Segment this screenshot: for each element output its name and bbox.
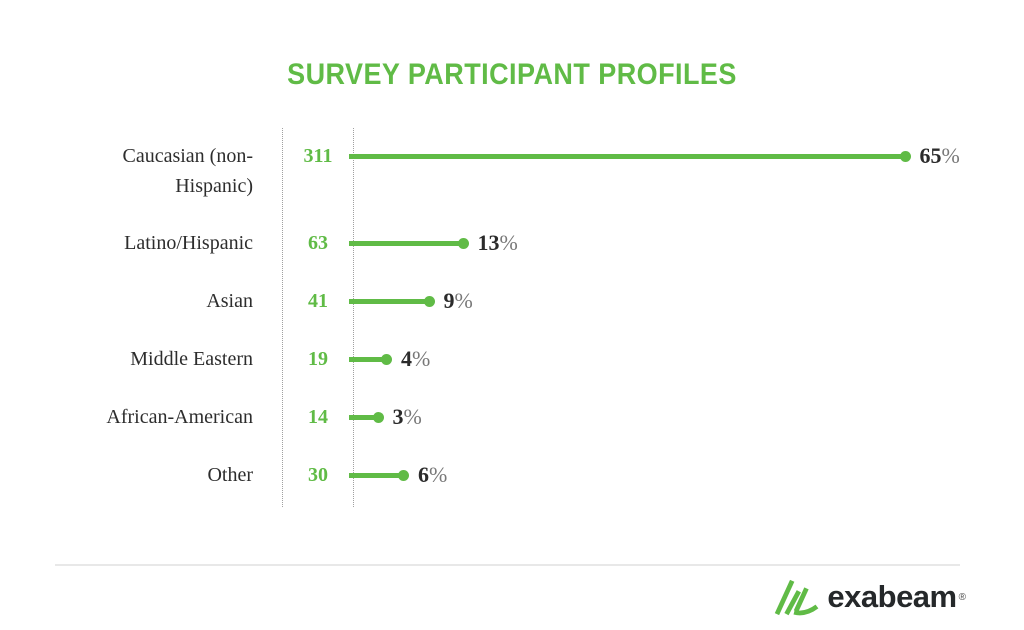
chart-row-african-american: African-American 14 3% — [0, 402, 1024, 432]
bar-endpoint-dot — [381, 353, 392, 365]
bar-line — [349, 356, 387, 362]
bar-line — [349, 240, 464, 246]
bar-endpoint-dot — [457, 237, 469, 249]
chart-row-other: Other 30 6% — [0, 460, 1024, 490]
registered-trademark-symbol: ® — [958, 591, 966, 603]
chart-row-caucasian: Caucasian (non-Hispanic) 311 65% — [0, 141, 1024, 197]
brand-wordmark: exabeam — [827, 579, 957, 614]
chart-title: SURVEY PARTICIPANT PROFILES — [287, 58, 737, 91]
percent-label: 9% — [443, 288, 473, 313]
dotted-rule-right — [353, 128, 354, 507]
category-label: Caucasian (non-Hispanic) — [122, 145, 253, 197]
bar-endpoint-dot — [899, 150, 911, 162]
bar: 3% — [349, 402, 422, 432]
bar-line — [349, 153, 906, 159]
footer-divider — [55, 564, 960, 566]
chart-row-latino-hispanic: Latino/Hispanic 63 13% — [0, 228, 1024, 258]
bar: 65% — [349, 141, 960, 171]
bar-endpoint-dot — [423, 295, 435, 307]
count-value: 30 — [308, 464, 328, 486]
bar: 13% — [349, 228, 518, 258]
exabeam-slashes-icon — [775, 579, 819, 616]
count-value: 19 — [308, 348, 328, 370]
bar-endpoint-dot — [372, 411, 384, 423]
count-value: 14 — [308, 406, 328, 428]
dotted-rule-left — [282, 128, 283, 507]
bar: 4% — [349, 344, 430, 374]
category-label: Asian — [206, 290, 253, 312]
count-value: 311 — [303, 145, 333, 167]
count-value: 41 — [308, 290, 328, 312]
category-label: African-American — [106, 406, 253, 428]
percent-label: 65% — [919, 143, 960, 168]
bar-line — [349, 414, 379, 420]
bar: 6% — [349, 460, 447, 490]
percent-label: 13% — [477, 230, 518, 255]
bar-endpoint-dot — [398, 469, 409, 481]
category-label: Latino/Hispanic — [124, 232, 253, 254]
category-label: Other — [207, 464, 253, 486]
percent-label: 4% — [401, 346, 431, 371]
percent-label: 3% — [392, 404, 422, 429]
chart-row-asian: Asian 41 9% — [0, 286, 1024, 316]
bar: 9% — [349, 286, 473, 316]
bar-line — [349, 472, 404, 478]
count-value: 63 — [308, 232, 328, 254]
bar-line — [349, 298, 430, 304]
category-label: Middle Eastern — [130, 348, 253, 370]
exabeam-logo: exabeam ® — [772, 576, 966, 618]
percent-label: 6% — [418, 462, 448, 487]
chart-row-middle-eastern: Middle Eastern 19 4% — [0, 344, 1024, 374]
